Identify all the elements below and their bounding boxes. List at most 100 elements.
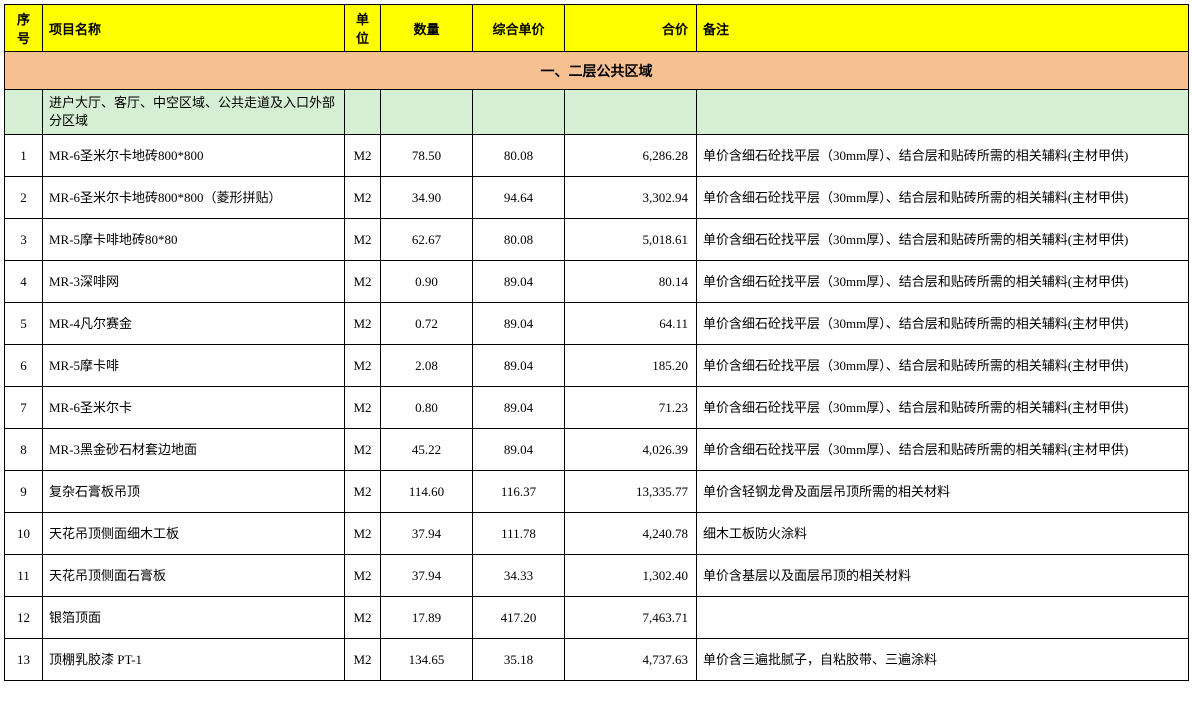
cell-name: 顶棚乳胶漆 PT-1 [43, 639, 345, 681]
cell-name: MR-3黑金砂石材套边地面 [43, 429, 345, 471]
subheader-cell-total [565, 90, 697, 135]
table-row: 1MR-6圣米尔卡地砖800*800M278.5080.086,286.28单价… [5, 135, 1189, 177]
cell-remark: 单价含细石砼找平层（30mm厚）、结合层和贴砖所需的相关辅料(主材甲供) [697, 429, 1189, 471]
cell-remark: 单价含细石砼找平层（30mm厚）、结合层和贴砖所需的相关辅料(主材甲供) [697, 135, 1189, 177]
cell-price: 111.78 [473, 513, 565, 555]
cell-price: 89.04 [473, 345, 565, 387]
header-unit: 单位 [345, 5, 381, 52]
subheader-cell-price [473, 90, 565, 135]
cell-seq: 7 [5, 387, 43, 429]
cell-total: 13,335.77 [565, 471, 697, 513]
cell-name: MR-4凡尔赛金 [43, 303, 345, 345]
subheader-cell-remark [697, 90, 1189, 135]
subheader-cell-seq [5, 90, 43, 135]
cell-unit: M2 [345, 555, 381, 597]
cell-name: MR-5摩卡啡 [43, 345, 345, 387]
cell-remark: 单价含细石砼找平层（30mm厚）、结合层和贴砖所需的相关辅料(主材甲供) [697, 387, 1189, 429]
cell-seq: 13 [5, 639, 43, 681]
table-row: 10天花吊顶侧面细木工板M237.94111.784,240.78细木工板防火涂… [5, 513, 1189, 555]
table-row: 2MR-6圣米尔卡地砖800*800（菱形拼贴）M234.9094.643,30… [5, 177, 1189, 219]
cell-unit: M2 [345, 387, 381, 429]
cell-name: 复杂石膏板吊顶 [43, 471, 345, 513]
table-row: 8MR-3黑金砂石材套边地面M245.2289.044,026.39单价含细石砼… [5, 429, 1189, 471]
cell-qty: 37.94 [381, 555, 473, 597]
cell-total: 64.11 [565, 303, 697, 345]
header-remark: 备注 [697, 5, 1189, 52]
table-row: 6MR-5摩卡啡M22.0889.04185.20单价含细石砼找平层（30mm厚… [5, 345, 1189, 387]
cell-total: 7,463.71 [565, 597, 697, 639]
header-row: 序号项目名称单位数量综合单价合价备注 [5, 5, 1189, 52]
cell-seq: 4 [5, 261, 43, 303]
cell-unit: M2 [345, 135, 381, 177]
cell-remark: 单价含细石砼找平层（30mm厚）、结合层和贴砖所需的相关辅料(主材甲供) [697, 261, 1189, 303]
cell-price: 94.64 [473, 177, 565, 219]
cell-unit: M2 [345, 261, 381, 303]
cell-unit: M2 [345, 303, 381, 345]
cell-total: 71.23 [565, 387, 697, 429]
cell-remark: 单价含细石砼找平层（30mm厚）、结合层和贴砖所需的相关辅料(主材甲供) [697, 345, 1189, 387]
header-name: 项目名称 [43, 5, 345, 52]
cell-remark: 细木工板防火涂料 [697, 513, 1189, 555]
cell-price: 80.08 [473, 219, 565, 261]
cell-price: 89.04 [473, 303, 565, 345]
cell-price: 34.33 [473, 555, 565, 597]
cell-name: 银箔顶面 [43, 597, 345, 639]
cell-seq: 3 [5, 219, 43, 261]
cell-total: 4,737.63 [565, 639, 697, 681]
cell-seq: 10 [5, 513, 43, 555]
subheader-cell-name: 进户大厅、客厅、中空区域、公共走道及入口外部分区域 [43, 90, 345, 135]
cell-seq: 11 [5, 555, 43, 597]
cell-unit: M2 [345, 177, 381, 219]
subheader-row: 进户大厅、客厅、中空区域、公共走道及入口外部分区域 [5, 90, 1189, 135]
section-title-row: 一、二层公共区域 [5, 52, 1189, 90]
cell-qty: 45.22 [381, 429, 473, 471]
cell-remark: 单价含细石砼找平层（30mm厚）、结合层和贴砖所需的相关辅料(主材甲供) [697, 219, 1189, 261]
cell-name: 天花吊顶侧面石膏板 [43, 555, 345, 597]
cell-qty: 0.80 [381, 387, 473, 429]
cell-name: MR-6圣米尔卡地砖800*800 [43, 135, 345, 177]
table-row: 3MR-5摩卡啡地砖80*80M262.6780.085,018.61单价含细石… [5, 219, 1189, 261]
cell-price: 35.18 [473, 639, 565, 681]
cell-qty: 62.67 [381, 219, 473, 261]
cell-qty: 114.60 [381, 471, 473, 513]
cell-qty: 34.90 [381, 177, 473, 219]
cell-name: MR-6圣米尔卡地砖800*800（菱形拼贴） [43, 177, 345, 219]
cell-price: 89.04 [473, 429, 565, 471]
cell-total: 80.14 [565, 261, 697, 303]
cell-price: 116.37 [473, 471, 565, 513]
cell-name: 天花吊顶侧面细木工板 [43, 513, 345, 555]
cell-total: 185.20 [565, 345, 697, 387]
header-seq: 序号 [5, 5, 43, 52]
cell-total: 5,018.61 [565, 219, 697, 261]
cell-seq: 8 [5, 429, 43, 471]
cell-seq: 9 [5, 471, 43, 513]
cell-total: 4,240.78 [565, 513, 697, 555]
cell-name: MR-6圣米尔卡 [43, 387, 345, 429]
cell-seq: 6 [5, 345, 43, 387]
cell-unit: M2 [345, 471, 381, 513]
cell-unit: M2 [345, 345, 381, 387]
cell-unit: M2 [345, 513, 381, 555]
cell-unit: M2 [345, 429, 381, 471]
cell-unit: M2 [345, 639, 381, 681]
table-row: 11天花吊顶侧面石膏板M237.9434.331,302.40单价含基层以及面层… [5, 555, 1189, 597]
cell-qty: 0.90 [381, 261, 473, 303]
table-row: 7MR-6圣米尔卡M20.8089.0471.23单价含细石砼找平层（30mm厚… [5, 387, 1189, 429]
cell-total: 6,286.28 [565, 135, 697, 177]
header-price: 综合单价 [473, 5, 565, 52]
cell-remark: 单价含基层以及面层吊顶的相关材料 [697, 555, 1189, 597]
table-row: 9复杂石膏板吊顶M2114.60116.3713,335.77单价含轻钢龙骨及面… [5, 471, 1189, 513]
table-row: 13顶棚乳胶漆 PT-1M2134.6535.184,737.63单价含三遍批腻… [5, 639, 1189, 681]
cell-remark: 单价含细石砼找平层（30mm厚）、结合层和贴砖所需的相关辅料(主材甲供) [697, 177, 1189, 219]
cell-qty: 0.72 [381, 303, 473, 345]
cell-seq: 2 [5, 177, 43, 219]
cell-seq: 5 [5, 303, 43, 345]
cell-qty: 17.89 [381, 597, 473, 639]
header-qty: 数量 [381, 5, 473, 52]
cell-seq: 1 [5, 135, 43, 177]
cell-remark: 单价含轻钢龙骨及面层吊顶所需的相关材料 [697, 471, 1189, 513]
cell-name: MR-3深啡网 [43, 261, 345, 303]
cell-seq: 12 [5, 597, 43, 639]
cell-total: 1,302.40 [565, 555, 697, 597]
cell-unit: M2 [345, 219, 381, 261]
